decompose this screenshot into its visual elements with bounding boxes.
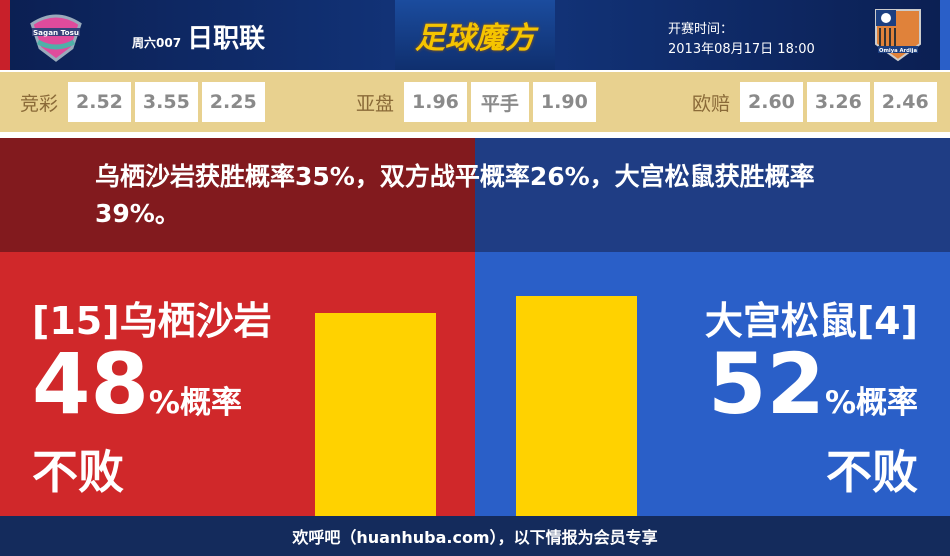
kickoff-label: 开赛时间：: [668, 22, 734, 37]
odds-value: 2.25: [201, 82, 265, 122]
match-number: 周六007: [132, 36, 182, 50]
away-percent-value: 52: [708, 335, 825, 433]
odds-value: 2.46: [873, 82, 937, 122]
odds-bar: 竞彩 2.52 3.55 2.25 亚盘 1.96 平手 1.90 欧赔 2.6…: [0, 72, 950, 132]
odds-label: 竞彩: [20, 92, 59, 115]
home-probability-bar: [315, 312, 436, 516]
away-percent: 52 %概率: [708, 342, 918, 426]
odds-value: 3.26: [806, 82, 870, 122]
footer-notice: 欢呼吧（huanhuba.com），以下情报为会员专享: [0, 516, 950, 556]
odds-value: 1.96: [404, 82, 467, 122]
odds-value: 3.55: [134, 82, 198, 122]
home-outcome: 不败: [32, 445, 124, 499]
league-name: 日职联: [187, 24, 266, 54]
home-logo-text: Sagan Tosu: [33, 29, 79, 37]
odds-value: 1.90: [532, 82, 596, 122]
odds-jingcai: 竞彩 2.52 3.55 2.25: [20, 82, 265, 122]
home-percent-value: 48: [32, 335, 149, 433]
odds-value: 2.52: [68, 82, 131, 122]
summary-band-away: [475, 138, 950, 252]
match-info: 周六007 日职联: [132, 18, 265, 55]
away-percent-unit: %概率: [824, 385, 918, 421]
away-team-logo: Omiya Ardija: [875, 9, 921, 62]
odds-value: 2.60: [740, 82, 803, 122]
brand-logo: 足球魔方: [395, 0, 555, 70]
odds-value: 平手: [470, 82, 529, 122]
odds-oupei: 欧赔 2.60 3.26 2.46: [692, 82, 937, 122]
odds-label: 亚盘: [356, 92, 395, 115]
odds-yapan: 亚盘 1.96 平手 1.90: [356, 82, 596, 122]
kickoff-time: 开赛时间： 2013年08月17日 18:00: [668, 20, 815, 60]
home-percent-unit: %概率: [148, 385, 242, 421]
home-team-name: [15]乌栖沙岩: [32, 299, 272, 343]
away-probability-bar: [516, 296, 637, 516]
home-team-logo: Sagan Tosu: [30, 14, 82, 62]
home-percent: 48 %概率: [32, 342, 242, 426]
away-color-strip: [940, 0, 950, 70]
away-logo-text: Omiya Ardija: [879, 48, 917, 54]
probability-summary: 乌栖沙岩获胜概率35%，双方战平概率26%，大宫松鼠获胜概率39%。: [95, 162, 815, 228]
away-team-name: 大宫松鼠[4]: [704, 299, 918, 343]
home-color-strip: [0, 0, 10, 70]
summary-band-home: [0, 138, 475, 252]
odds-label: 欧赔: [692, 92, 731, 115]
away-outcome: 不败: [826, 445, 918, 499]
kickoff-value: 2013年08月17日 18:00: [668, 42, 815, 57]
